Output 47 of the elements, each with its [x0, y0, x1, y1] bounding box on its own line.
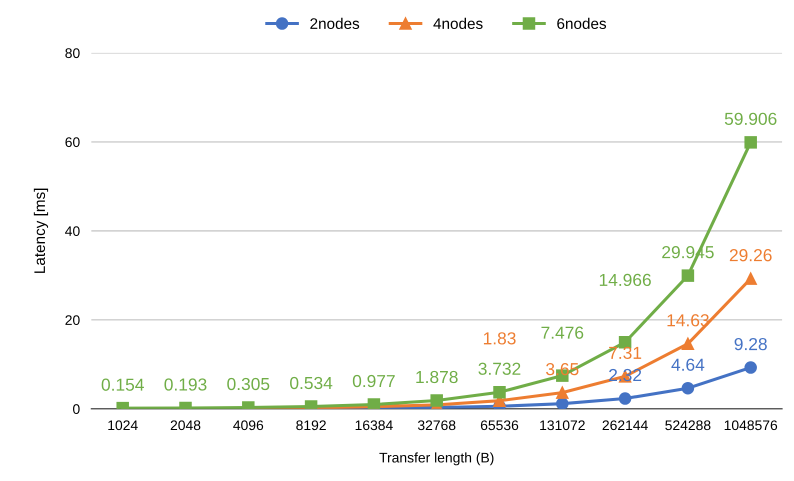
y-tick-label: 0	[73, 404, 80, 414]
x-tick-label: 2048	[170, 420, 200, 430]
data-label: 9.28	[734, 338, 767, 350]
data-label: 1.878	[416, 370, 458, 384]
x-tick-label: 16384	[356, 420, 393, 430]
point	[682, 269, 694, 282]
data-label: 0.305	[227, 378, 270, 390]
x-tick-label: 8192	[296, 420, 326, 430]
x-tick-label: 32768	[418, 420, 456, 430]
point	[682, 382, 694, 394]
data-label: 0.193	[164, 378, 206, 391]
point	[744, 361, 757, 374]
y-tick-label: 60	[65, 137, 80, 148]
data-label: 29.26	[730, 249, 772, 262]
point	[618, 392, 632, 405]
point	[556, 386, 569, 399]
point	[430, 394, 443, 407]
data-label: 59.906	[724, 112, 776, 125]
point	[493, 386, 506, 398]
x-tick-label: 1048576	[724, 420, 778, 430]
data-label: 0.154	[102, 378, 144, 391]
x-tick-label: 4096	[233, 420, 264, 430]
data-label: 0.977	[352, 374, 395, 388]
point	[556, 397, 569, 409]
legend-label: 4nodes	[433, 18, 483, 30]
legend-label: 2nodes	[310, 18, 360, 30]
point	[744, 136, 757, 149]
data-label: 14.966	[600, 274, 651, 286]
y-tick-label: 40	[65, 226, 80, 236]
y-tick-label: 20	[65, 315, 80, 326]
data-label: 4.64	[671, 358, 704, 371]
point	[682, 338, 694, 350]
x-tick-label: 262144	[602, 420, 648, 430]
x-tick-label: 65536	[480, 420, 518, 430]
x-tick-label: 1024	[108, 420, 138, 430]
legend-label: 6nodes	[557, 18, 606, 30]
data-label: 7.31	[609, 346, 642, 360]
y-tick-label: 80	[65, 48, 80, 58]
x-tick-label: 131072	[540, 420, 585, 430]
x-axis-title: Transfer length (B)	[379, 452, 494, 466]
y-axis-title: Latency [ms]	[34, 188, 48, 273]
x-tick-label: 524288	[665, 420, 710, 430]
data-label: 7.476	[541, 326, 584, 339]
data-label: 3.732	[478, 362, 520, 375]
data-label: 1.83	[484, 332, 516, 344]
point	[744, 272, 757, 285]
data-label: 0.534	[290, 376, 332, 390]
